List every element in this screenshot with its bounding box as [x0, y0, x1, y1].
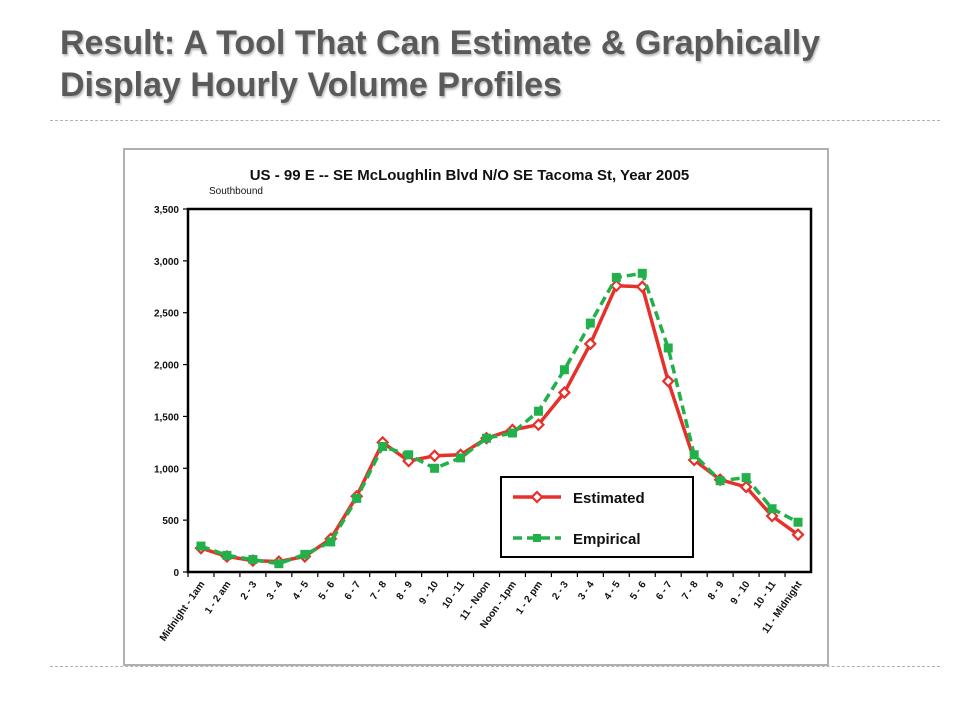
data-point-estimated — [739, 480, 753, 494]
legend-label-empirical: Empirical — [573, 531, 641, 548]
data-point-empirical — [352, 493, 362, 503]
x-tick-label: 3 - 4 — [265, 579, 286, 602]
x-tick-label: 7 - 8 — [369, 579, 390, 602]
slide-title-line-2: Display Hourly Volume Profiles — [60, 66, 562, 104]
x-tick-label: 5 - 6 — [628, 579, 649, 602]
slide-title-line-1: Result: A Tool That Can Estimate & Graph… — [60, 24, 821, 62]
data-point-empirical — [585, 318, 595, 328]
data-point-estimated — [791, 528, 805, 542]
data-point-estimated — [531, 418, 545, 432]
data-point-estimated — [609, 279, 623, 293]
y-tick-label: 1,500 — [154, 412, 179, 423]
data-point-estimated — [635, 280, 649, 294]
legend-marker-estimated — [530, 490, 544, 504]
data-point-empirical — [741, 473, 751, 483]
chart-title: US - 99 E -- SE McLoughlin Blvd N/O SE T… — [250, 167, 690, 184]
x-tick-label: 7 - 8 — [680, 579, 701, 602]
data-point-empirical — [196, 541, 206, 551]
data-point-empirical — [326, 537, 336, 547]
y-tick-label: 2,500 — [154, 309, 179, 320]
x-tick-label: 9 - 10 — [417, 579, 441, 607]
data-point-estimated — [765, 509, 779, 523]
data-point-empirical — [248, 555, 258, 565]
bottom-divider — [50, 666, 940, 667]
data-point-estimated — [428, 449, 442, 463]
x-tick-label: 2 - 3 — [550, 579, 571, 602]
data-point-empirical — [507, 428, 517, 438]
data-point-empirical — [715, 476, 725, 486]
plot-area-border — [186, 207, 813, 574]
data-point-empirical — [274, 559, 284, 569]
x-tick-label: Midnight - 1am — [158, 579, 208, 643]
y-tick-label: 2,000 — [154, 361, 179, 372]
y-tick-label: 1,000 — [154, 464, 179, 475]
data-point-empirical — [300, 549, 310, 559]
data-point-empirical — [533, 406, 543, 416]
chart-frame: US - 99 E -- SE McLoughlin Blvd N/O SE T… — [123, 148, 829, 666]
data-point-estimated — [661, 374, 675, 388]
data-point-empirical — [456, 453, 466, 463]
y-tick-label: 0 — [173, 568, 179, 579]
data-point-empirical — [767, 504, 777, 514]
y-tick-label: 3,000 — [154, 257, 179, 268]
legend-label-estimated: Estimated — [573, 490, 645, 507]
x-tick-label: 4 - 5 — [602, 579, 623, 602]
x-tick-label: 6 - 7 — [343, 579, 364, 602]
series-line-empirical — [200, 271, 799, 566]
data-point-empirical — [689, 450, 699, 460]
x-tick-label: 5 - 6 — [317, 579, 338, 602]
x-tick-label: 6 - 7 — [654, 579, 675, 602]
data-point-empirical — [793, 517, 803, 527]
x-tick-label: 3 - 4 — [576, 579, 597, 602]
x-tick-label: 9 - 10 — [729, 579, 753, 607]
series-line-estimated — [200, 283, 800, 564]
data-point-estimated — [557, 386, 571, 400]
data-point-empirical — [482, 433, 492, 443]
data-point-empirical — [404, 450, 414, 460]
x-tick-label: 8 - 9 — [395, 579, 416, 602]
data-point-empirical — [559, 365, 569, 375]
x-tick-label: 2 - 3 — [239, 579, 260, 602]
x-tick-label: 1 - 2 am — [203, 579, 233, 616]
data-point-empirical — [222, 550, 232, 560]
x-tick-label: 1 - 2 pm — [514, 579, 545, 616]
y-tick-label: 3,500 — [154, 205, 179, 216]
chart-subtitle: Southbound — [209, 186, 263, 197]
data-point-empirical — [637, 268, 647, 278]
x-tick-label: 10 - 11 — [752, 579, 779, 611]
data-point-empirical — [378, 442, 388, 452]
x-tick-label: 8 - 9 — [706, 579, 727, 602]
x-tick-label: 10 - 11 — [440, 579, 467, 611]
data-point-empirical — [611, 272, 621, 282]
legend-box — [500, 476, 694, 558]
y-tick-label: 500 — [162, 516, 179, 527]
data-point-estimated — [583, 337, 597, 351]
x-tick-label: 4 - 5 — [291, 579, 312, 602]
data-point-empirical — [663, 343, 673, 353]
hourly-volume-chart: US - 99 E -- SE McLoughlin Blvd N/O SE T… — [154, 167, 813, 644]
data-point-empirical — [430, 463, 440, 473]
slide-title: Result: A Tool That Can Estimate & Graph… — [60, 22, 940, 106]
top-divider — [50, 120, 940, 121]
legend-marker-empirical — [533, 534, 541, 542]
